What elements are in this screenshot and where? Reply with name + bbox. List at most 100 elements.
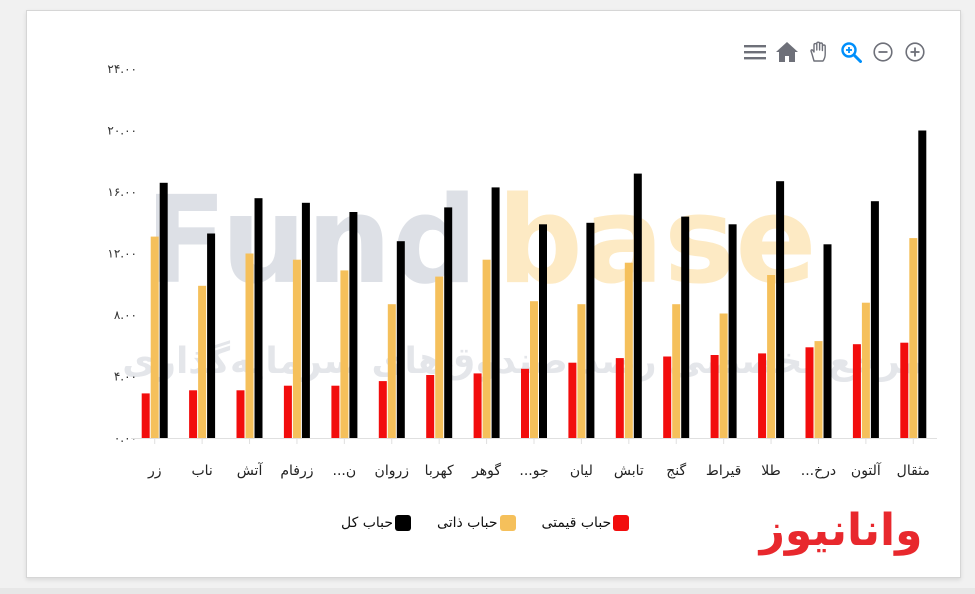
watermark-brand-part1: Fund (145, 172, 478, 311)
chart-toolbar (742, 37, 928, 67)
bar-series-2[interactable] (387, 304, 396, 438)
bar-series-2[interactable] (198, 285, 207, 438)
bar-series-1[interactable] (710, 355, 719, 438)
x-tick-label: جو... (519, 463, 548, 479)
bar-series-3[interactable] (207, 233, 216, 439)
legend-label-series-2: حباب ذاتی (437, 515, 498, 531)
bar-series-1[interactable] (900, 342, 909, 438)
bar-series-2[interactable] (767, 275, 776, 438)
bar-series-2[interactable] (292, 259, 301, 438)
zoom-in-icon (905, 42, 925, 62)
bar-series-2[interactable] (530, 301, 538, 438)
legend-swatch-series-2 (499, 515, 516, 531)
x-tick-label: کهربا (425, 463, 454, 479)
bar-series-3[interactable] (539, 224, 547, 438)
x-tick-label: طلا (761, 463, 781, 479)
bar-series-1[interactable] (568, 362, 577, 438)
bar-series-1[interactable] (852, 344, 861, 438)
watermark-brand-part2: base (497, 172, 817, 311)
brand-logo: وانانیوز (751, 499, 931, 557)
bar-series-1[interactable] (663, 356, 672, 439)
bar-series-1[interactable] (805, 347, 814, 438)
y-tick-label: ۴.۰۰ (114, 370, 137, 384)
legend-label-series-1: حباب قیمتی (541, 515, 612, 531)
bar-chart: Fund base مرجع تخصصی رصد صندوق‌های سرمای… (107, 62, 937, 479)
bar-series-2[interactable] (814, 341, 823, 438)
x-tick-label: آتش (237, 462, 264, 479)
reset-zoom-button[interactable] (774, 39, 800, 65)
bar-series-3[interactable] (776, 181, 785, 438)
y-axis: ۰.۰۰ ۴.۰۰ ۸.۰۰ ۱۲.۰۰ ۱۶.۰۰ ۲۰.۰۰ ۲۴.۰۰ (107, 62, 137, 445)
bar-series-2[interactable] (624, 262, 633, 438)
x-tick-label: درخ... (801, 463, 836, 479)
bar-series-3[interactable] (301, 202, 310, 438)
pan-icon (810, 41, 826, 62)
bar-series-2[interactable] (340, 270, 349, 438)
bar-series-1[interactable] (521, 368, 529, 438)
bar-series-2[interactable] (861, 302, 870, 438)
bar-series-1[interactable] (473, 373, 482, 438)
bar-series-3[interactable] (349, 212, 358, 438)
x-tick-label: ناب (191, 463, 212, 479)
x-tick-label: آلتون (851, 462, 882, 479)
bar-series-3[interactable] (681, 216, 690, 438)
x-tick-label: زروان (375, 463, 409, 479)
bar-series-2[interactable] (672, 304, 681, 438)
bar-series-3[interactable] (444, 207, 453, 438)
bar-series-3[interactable] (918, 130, 927, 439)
zoom-out-icon (873, 42, 893, 62)
brand-logo-text: وانانیوز (758, 505, 923, 556)
bar-series-3[interactable] (254, 198, 263, 438)
legend-item-series-2[interactable]: حباب ذاتی (437, 515, 516, 531)
x-tick-label: مثقال (897, 463, 930, 479)
x-tick-label: گنج (666, 462, 686, 479)
bar-series-3[interactable] (159, 182, 168, 438)
legend-swatch-series-1 (613, 515, 630, 531)
bar-series-2[interactable] (577, 304, 586, 438)
bar-series-1[interactable] (378, 381, 387, 438)
legend-swatch-series-3 (395, 515, 412, 531)
legend-item-series-3[interactable]: حباب کل (341, 515, 412, 531)
zoom-out-button[interactable] (870, 39, 896, 65)
menu-icon (744, 45, 766, 60)
bar-series-3[interactable] (728, 224, 737, 438)
bar-series-2[interactable] (719, 313, 728, 439)
bar-series-1[interactable] (426, 375, 435, 438)
bar-series-1[interactable] (141, 393, 150, 438)
bar-series-3[interactable] (823, 244, 832, 438)
bar-series-1[interactable] (758, 353, 767, 438)
bar-series-1[interactable] (283, 385, 292, 438)
y-tick-label: ۰.۰۰ (114, 431, 137, 445)
x-tick-label: زرفام (280, 463, 313, 479)
bar-series-2[interactable] (909, 238, 918, 438)
pan-button[interactable] (806, 39, 832, 65)
legend-item-series-1[interactable]: حباب قیمتی (542, 515, 630, 531)
y-tick-label: ۱۲.۰۰ (107, 247, 137, 261)
bar-series-2[interactable] (245, 253, 254, 439)
bar-series-3[interactable] (491, 187, 500, 438)
x-tick-label: زر (147, 463, 162, 479)
menu-button[interactable] (742, 39, 768, 65)
x-tick-label: گوهر (471, 462, 501, 479)
bar-series-1[interactable] (236, 390, 245, 438)
y-tick-label: ۸.۰۰ (114, 308, 137, 322)
bar-series-2[interactable] (482, 259, 491, 438)
chart-card: Fund base مرجع تخصصی رصد صندوق‌های سرمای… (26, 10, 961, 578)
bar-series-3[interactable] (586, 222, 595, 439)
chart-legend: حباب قیمتی حباب ذاتی حباب کل (341, 511, 630, 535)
zoom-selection-button[interactable] (838, 39, 864, 65)
bar-series-1[interactable] (615, 358, 624, 438)
bar-series-3[interactable] (396, 241, 405, 438)
zoom-in-button[interactable] (902, 39, 928, 65)
x-tick-label: لیان (570, 463, 593, 479)
bar-series-2[interactable] (150, 236, 159, 438)
x-tick-label: ن... (333, 463, 357, 479)
bar-series-1[interactable] (189, 390, 198, 438)
bar-series-3[interactable] (633, 173, 642, 438)
bar-series-3[interactable] (870, 201, 879, 438)
bar-series-1[interactable] (331, 385, 340, 438)
bar-series-2[interactable] (435, 276, 444, 438)
legend-label-series-3: حباب کل (341, 515, 394, 531)
zoom-selection-icon (841, 42, 862, 63)
y-tick-label: ۲۴.۰۰ (107, 62, 137, 76)
